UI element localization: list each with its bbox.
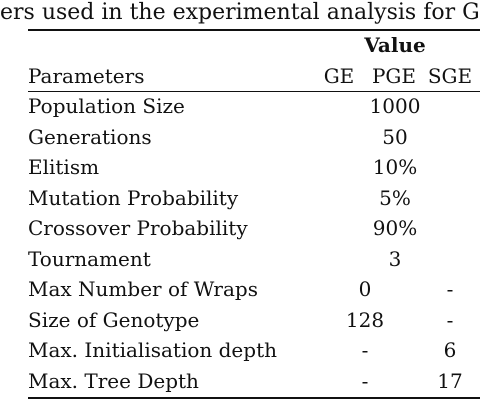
row-param: Mutation Probability: [28, 185, 239, 210]
row-value-all: 3: [388, 246, 402, 271]
row-value-all: 1000: [369, 94, 421, 118]
header-row-group: Value: [28, 30, 480, 61]
header-row-columns: Parameters GE PGE SGE: [28, 61, 480, 92]
table-row: Max Number of Wraps 0 -: [28, 274, 480, 305]
table-row: Mutation Probability 5%: [28, 183, 480, 214]
table-row: Max. Tree Depth - 17: [28, 366, 480, 397]
row-value-all: 90%: [372, 216, 418, 240]
row-param: Tournament: [28, 246, 151, 271]
row-param: Elitism: [28, 155, 100, 179]
row-value-sge: -: [446, 307, 454, 332]
table-row: Generations 50: [28, 122, 480, 153]
row-param: Population Size: [28, 94, 185, 118]
table-row: Elitism 10%: [28, 152, 480, 183]
row-param: Crossover Probability: [28, 216, 248, 240]
table-row: Crossover Probability 90%: [28, 213, 480, 244]
header-sge: SGE: [427, 63, 473, 88]
header-parameters: Parameters: [28, 63, 145, 88]
header-ge: GE: [323, 63, 355, 88]
table-row: Size of Genotype 128 -: [28, 305, 480, 336]
row-value-all: 50: [382, 124, 408, 149]
row-value-all: 10%: [372, 155, 418, 179]
row-value-ge-pge: 128: [345, 307, 385, 332]
table-caption: ers used in the experimental analysis fo…: [0, 0, 480, 25]
row-value-sge: 17: [437, 368, 463, 393]
row-value-sge: 6: [443, 338, 457, 362]
row-param: Size of Genotype: [28, 307, 200, 332]
row-value-all: 5%: [379, 185, 411, 210]
header-rule: [28, 91, 480, 92]
row-value-sge: -: [446, 277, 454, 301]
row-param: Max. Initialisation depth: [28, 338, 277, 362]
table-row: Population Size 1000: [28, 91, 480, 122]
row-param: Max. Tree Depth: [28, 368, 199, 393]
table-row: Max. Initialisation depth - 6: [28, 335, 480, 366]
header-pge: PGE: [371, 63, 417, 88]
row-value-ge-pge: -: [361, 368, 369, 393]
parameters-table: Value Parameters GE PGE SGE Population S…: [28, 30, 480, 396]
row-param: Max Number of Wraps: [28, 277, 258, 301]
header-empty-cell: [28, 30, 310, 61]
row-value-ge-pge: 0: [358, 277, 372, 301]
table-row: Tournament 3: [28, 244, 480, 275]
row-value-ge-pge: -: [361, 338, 369, 362]
header-value: Value: [364, 33, 426, 57]
bottom-rule: [28, 397, 480, 399]
top-rule: [28, 29, 480, 31]
row-param: Generations: [28, 124, 152, 149]
